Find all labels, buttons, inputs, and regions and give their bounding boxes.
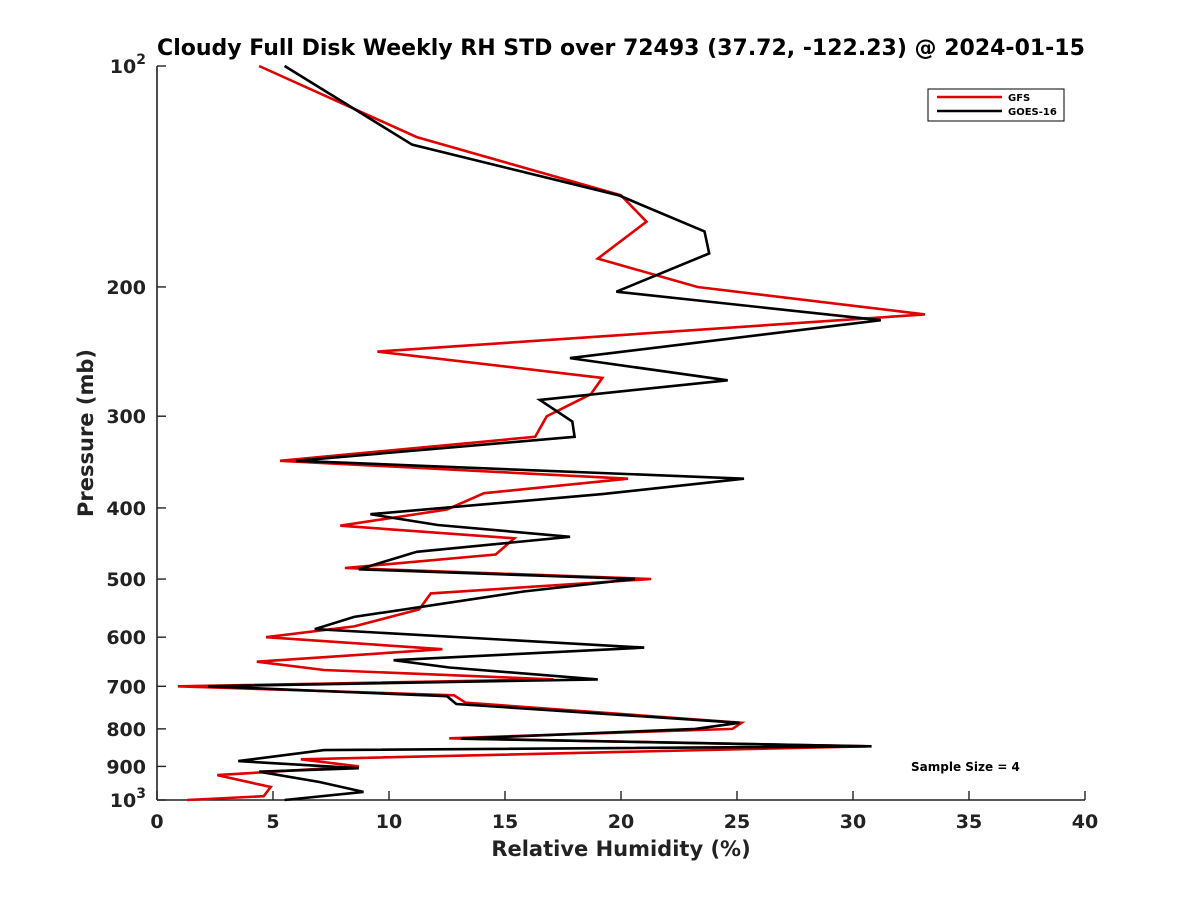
y-tick-label: 500 [106,569,146,591]
x-tick-label: 0 [150,811,163,833]
sample-size-annotation: Sample Size = 4 [911,760,1020,774]
x-tick-label: 15 [492,811,518,833]
chart-title: Cloudy Full Disk Weekly RH STD over 7249… [157,36,1085,61]
legend-label-goes-16: GOES-16 [1008,107,1057,118]
y-tick-label: 700 [106,676,146,698]
x-tick-label: 40 [1072,811,1098,833]
series-line-goes-16 [207,64,881,802]
y-tick-label: 600 [106,627,146,649]
x-tick-label: 20 [608,811,634,833]
series-lines [177,64,926,802]
y-tick-label: 800 [106,719,146,741]
legend: GFS GOES-16 [927,88,1065,122]
y-tick-label: 200 [106,277,146,299]
legend-box [927,88,1065,122]
x-tick-label: 25 [724,811,750,833]
legend-label-gfs: GFS [1008,93,1030,104]
y-tick-label: 103 [110,786,146,812]
x-tick-label: 10 [376,811,402,833]
x-tick-label: 35 [956,811,982,833]
x-axis-ticks: 0 5 10 15 20 25 30 35 40 [150,791,1098,833]
y-axis-ticks: 102 200 300 400 500 600 700 800 900 103 [106,52,166,812]
x-axis-label: Relative Humidity (%) [491,837,750,861]
series-goes-16 [207,64,881,802]
y-tick-label: 900 [106,756,146,778]
y-tick-label: 300 [106,406,146,428]
x-tick-label: 30 [840,811,866,833]
y-tick-label: 400 [106,498,146,520]
y-tick-label: 102 [110,52,146,78]
x-tick-label: 5 [266,811,279,833]
y-axis-label: Pressure (mb) [74,349,98,517]
